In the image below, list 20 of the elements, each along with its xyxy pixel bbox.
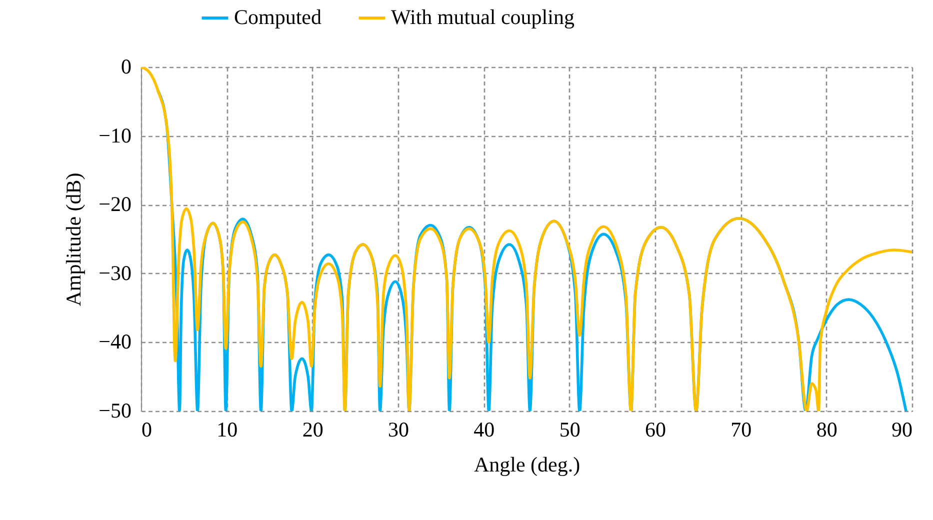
x-tick-label: 40 <box>474 418 495 442</box>
x-tick-label: 70 <box>730 418 752 442</box>
x-tick-label: 20 <box>302 418 324 442</box>
y-tick-label: −40 <box>98 330 132 354</box>
y-tick-label: −10 <box>98 123 132 148</box>
y-tick-label: −20 <box>98 192 132 216</box>
x-tick-label: 50 <box>559 418 580 442</box>
x-tick-label: 30 <box>388 418 409 442</box>
x-tick-label: 90 <box>892 418 912 442</box>
y-axis-title: Amplitude (dB) <box>62 172 86 306</box>
x-tick-label: 80 <box>816 418 838 442</box>
y-tick-label: −50 <box>98 398 132 422</box>
x-tick-label: 0 <box>142 418 152 442</box>
x-tick-label: 60 <box>645 418 666 442</box>
legend-label: Computed <box>234 5 322 29</box>
x-axis-title: Angle (deg.) <box>474 452 580 476</box>
x-tick-label: 10 <box>216 418 238 442</box>
y-tick-label: 0 <box>121 54 132 78</box>
y-tick-label: −30 <box>98 260 132 285</box>
legend-label: With mutual coupling <box>391 5 575 29</box>
